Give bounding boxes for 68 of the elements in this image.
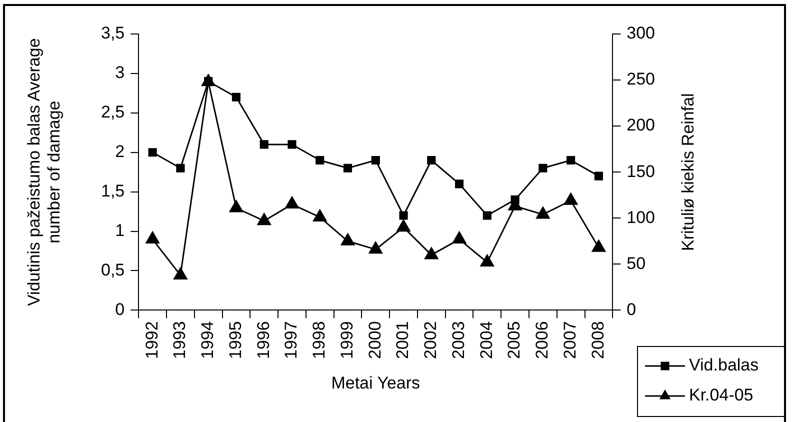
legend-label: Kr.04-05 — [689, 386, 754, 405]
y2-tick-label: 150 — [626, 162, 656, 181]
point — [316, 156, 324, 165]
x-tick-label: 2004 — [476, 321, 496, 360]
x-tick-label: 1997 — [282, 321, 301, 360]
point — [260, 140, 268, 149]
point — [482, 211, 492, 220]
y2-axis-title: Krituliø kiekis Reinfal — [678, 93, 698, 251]
point — [454, 180, 464, 188]
y-tick-label: 2 — [115, 142, 125, 162]
point — [564, 192, 578, 205]
y-tick-label: 1 — [115, 220, 125, 240]
point — [594, 172, 603, 180]
x-tick-label: 1998 — [310, 321, 329, 360]
point — [480, 254, 494, 267]
y-tick-label: 0 — [115, 300, 125, 319]
point — [176, 164, 185, 172]
point — [566, 156, 576, 165]
point — [399, 211, 408, 220]
x-tick-label: 2002 — [421, 321, 440, 360]
x-axis-title: Metai Years — [331, 374, 420, 393]
point — [427, 156, 436, 165]
x-tick-label: 1996 — [254, 321, 273, 360]
point — [592, 240, 606, 252]
x-tick-label: 1993 — [170, 321, 190, 360]
point — [510, 195, 520, 204]
x-tick-label: 2006 — [532, 321, 552, 360]
point — [232, 92, 241, 102]
point — [452, 232, 466, 244]
y-tick-label: 3,5 — [100, 24, 125, 43]
point — [146, 232, 160, 244]
point — [288, 140, 296, 149]
point — [424, 247, 438, 260]
point — [340, 233, 355, 246]
point — [174, 267, 188, 280]
x-tick-label: 2008 — [588, 321, 608, 360]
point — [285, 196, 299, 209]
point — [536, 206, 550, 219]
y2-tick-label: 50 — [626, 254, 646, 273]
point — [257, 213, 271, 226]
point — [313, 209, 327, 222]
y-tick-label: 0,5 — [100, 260, 125, 280]
point — [538, 164, 548, 172]
point — [371, 156, 380, 165]
y-tick-label: 3 — [115, 63, 125, 82]
point — [343, 164, 352, 172]
y2-tick-label: 250 — [626, 70, 656, 89]
y2-tick-label: 100 — [626, 208, 656, 227]
point — [229, 200, 244, 212]
y2-tick-label: 0 — [626, 300, 636, 319]
y-axis-title: Vidutinis pažeistumo balas Average number of damage — [24, 38, 64, 306]
x-tick-label: 1999 — [337, 321, 356, 360]
x-tick-label: 2001 — [393, 321, 412, 360]
y2-tick-label: 300 — [626, 24, 656, 43]
point — [148, 148, 157, 157]
x-tick-label: 2005 — [504, 321, 524, 360]
y2-tick-label: 200 — [626, 116, 656, 135]
point — [396, 220, 410, 232]
y-tick-label: 2,5 — [100, 102, 125, 122]
y-tick-label: 1,5 — [100, 182, 125, 201]
point — [368, 242, 382, 254]
legend-label: Vid.balas — [689, 356, 759, 375]
x-tick-label: 1992 — [142, 321, 162, 360]
x-tick-label: 2007 — [560, 321, 580, 360]
x-tick-label: 2000 — [365, 321, 384, 360]
x-tick-label: 1995 — [226, 321, 245, 360]
x-tick-label: 1994 — [198, 321, 218, 360]
x-tick-label: 2003 — [448, 321, 468, 360]
